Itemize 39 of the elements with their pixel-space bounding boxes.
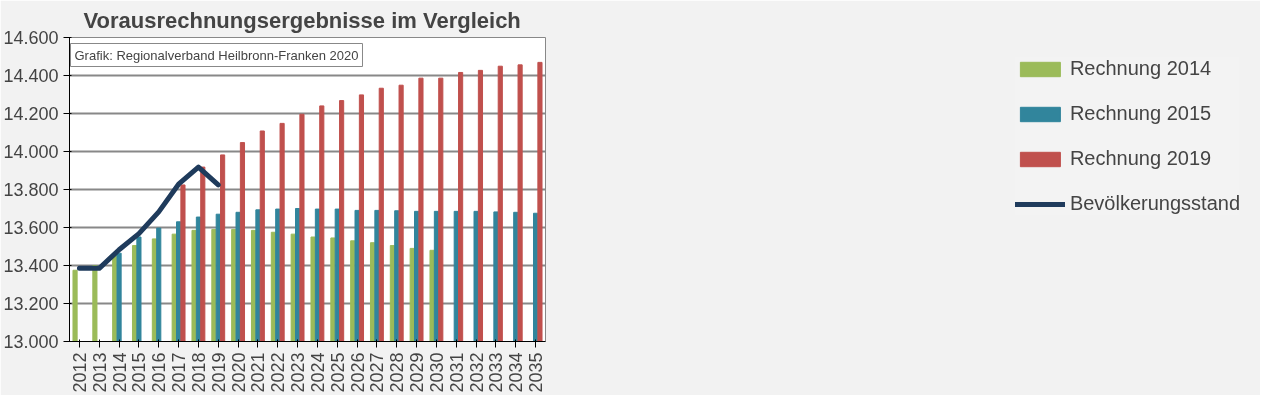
- x-tick-label: 2017: [169, 352, 190, 393]
- x-tick-label: 2021: [248, 352, 269, 393]
- y-tick-label: 14.400: [3, 66, 59, 86]
- x-tick-label: 2025: [327, 352, 348, 393]
- x-tick-label: 2027: [367, 352, 388, 393]
- x-tick-label: 2015: [129, 352, 150, 393]
- x-tick-label: 2024: [307, 352, 328, 393]
- y-tick-label: 13.000: [3, 332, 59, 352]
- chart-title: Vorausrechnungsergebnisse im Vergleich: [83, 7, 521, 33]
- x-tick-label: 2020: [228, 352, 249, 393]
- y-tick-label: 13.200: [3, 294, 59, 314]
- x-tick-label: 2012: [69, 352, 90, 393]
- y-tick-label: 14.600: [3, 28, 59, 48]
- y-tick-label: 13.400: [3, 256, 59, 276]
- x-tick-label: 2029: [407, 352, 428, 393]
- legend-label: Bevölkerungsstand: [1069, 192, 1240, 215]
- x-tick-label: 2013: [89, 352, 110, 393]
- x-tick-label: 2019: [208, 352, 229, 393]
- x-tick-label: 2023: [288, 352, 309, 393]
- y-tick-label: 13.800: [3, 180, 59, 200]
- y-tick-label: 14.200: [3, 104, 59, 124]
- legend-label: Rechnung 2015: [1069, 102, 1212, 125]
- x-tick-label: 2032: [466, 352, 487, 393]
- x-tick-label: 2026: [347, 352, 368, 393]
- x-tick-label: 2028: [387, 352, 408, 393]
- x-tick-label: 2033: [486, 352, 507, 393]
- x-tick-label: 2014: [109, 352, 130, 393]
- x-tick-label: 2016: [149, 352, 170, 393]
- x-tick-label: 2022: [268, 352, 289, 393]
- x-tick-label: 2031: [446, 352, 467, 393]
- x-tick-label: 2035: [526, 352, 547, 393]
- legend-label: Rechnung 2014: [1069, 57, 1212, 80]
- legend-label: Rechnung 2019: [1069, 147, 1212, 170]
- annotation: Grafik: Regionalverband Heilbronn-Franken 2020: [74, 47, 359, 63]
- x-tick-label: 2030: [426, 352, 447, 393]
- y-tick-label: 14.000: [3, 142, 59, 162]
- x-tick-label: 2034: [506, 352, 527, 393]
- y-tick-label: 13.600: [3, 218, 59, 238]
- x-tick-label: 2018: [188, 352, 209, 393]
